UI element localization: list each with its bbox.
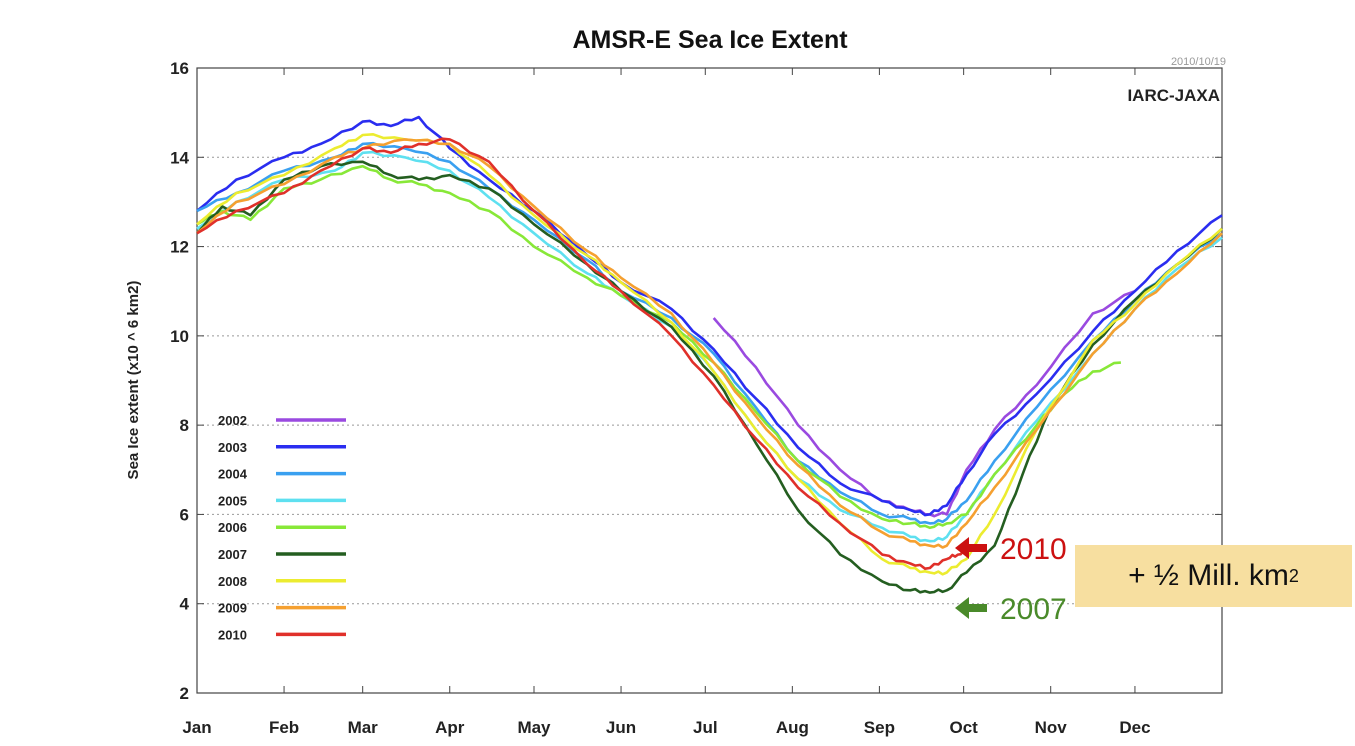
y-tick-label: 8 [180, 416, 189, 435]
y-tick-label: 2 [180, 684, 189, 703]
series-line-2009 [196, 138, 1223, 549]
date-stamp: 2010/10/19 [1171, 56, 1226, 68]
x-axis: Jan Feb Mar Apr May Jun Jul Aug Sep Oct Nov Dec [182, 68, 1151, 737]
legend-label-2005: 2005 [218, 493, 247, 508]
x-tick-label: Feb [269, 718, 299, 737]
series-line-2008 [196, 133, 1223, 576]
y-axis-label: Sea Ice extent (x10 ^ 6 km2) [125, 281, 142, 480]
annotation-arrow-2010 [955, 537, 987, 559]
legend-label-2004: 2004 [218, 467, 248, 482]
legend-label-2009: 2009 [218, 601, 247, 616]
legend-label-2003: 2003 [218, 440, 247, 455]
x-tick-label: Nov [1035, 718, 1068, 737]
legend-label-2002: 2002 [218, 413, 247, 428]
series-lines [196, 115, 1223, 594]
y-tick-label: 6 [180, 505, 189, 524]
x-tick-label: Sep [864, 718, 895, 737]
legend-label-2007: 2007 [218, 547, 247, 562]
legend-label-2008: 2008 [218, 574, 247, 589]
chart-title: AMSR-E Sea Ice Extent [572, 26, 848, 54]
x-tick-label: Apr [435, 718, 465, 737]
y-tick-label: 16 [170, 59, 189, 78]
x-tick-label: Jul [693, 718, 718, 737]
x-tick-label: Jan [182, 718, 211, 737]
y-tick-label: 4 [180, 595, 190, 614]
annotation-arrow-2007 [955, 597, 987, 619]
series-line-2006 [196, 164, 1121, 530]
y-tick-label: 14 [170, 148, 189, 167]
annotation-label-2007: 2007 [1000, 593, 1067, 626]
legend: 2002 2003 2004 2005 2006 2007 2008 2009 2010 [218, 413, 346, 642]
series-line-2010 [196, 137, 970, 570]
callout-box: + ½ Mill. km 2 [1075, 545, 1352, 607]
x-tick-label: May [517, 718, 551, 737]
x-tick-label: Aug [776, 718, 809, 737]
callout-superscript: 2 [1288, 565, 1299, 586]
annotation-label-2010: 2010 [1000, 533, 1067, 566]
x-tick-label: Jun [606, 718, 636, 737]
x-tick-label: Oct [949, 718, 978, 737]
grid-lines [197, 156, 1222, 605]
series-line-2003 [196, 115, 1223, 517]
callout-text: + ½ Mill. km [1128, 559, 1289, 592]
legend-label-2006: 2006 [218, 520, 247, 535]
legend-label-2010: 2010 [218, 627, 247, 642]
annotations: 2010 2007 [955, 533, 1067, 626]
y-tick-label: 10 [170, 327, 189, 346]
x-tick-label: Mar [348, 718, 379, 737]
y-axis: 2 4 6 8 10 12 14 16 [170, 59, 1222, 703]
x-tick-label: Dec [1119, 718, 1150, 737]
source-label: IARC-JAXA [1127, 86, 1220, 105]
y-tick-label: 12 [170, 238, 189, 257]
